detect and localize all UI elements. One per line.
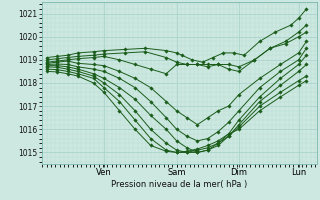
X-axis label: Pression niveau de la mer( hPa ): Pression niveau de la mer( hPa ): [111, 180, 247, 189]
